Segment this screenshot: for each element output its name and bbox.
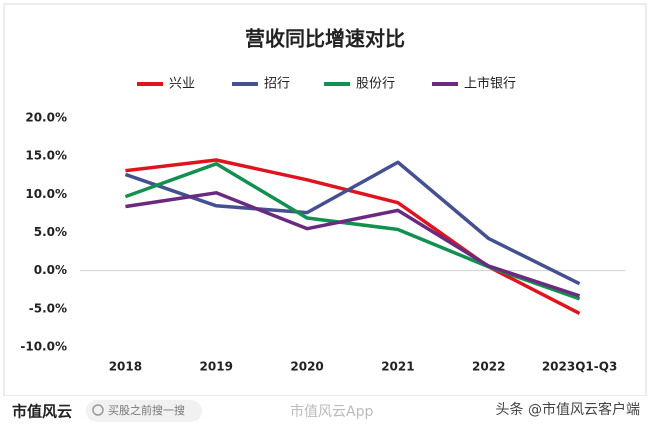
x-tick-label: 2020 (290, 360, 323, 374)
legend-label: 上市银行 (464, 76, 516, 92)
series-line (124, 160, 581, 286)
x-tick-label: 2019 (200, 360, 233, 374)
chart-title: 营收同比增速对比 (245, 27, 405, 51)
legend-label: 股份行 (356, 77, 395, 92)
legend-label: 招行 (264, 77, 290, 92)
y-tick-label: 0.0% (34, 263, 67, 277)
y-tick-label: 10.0% (25, 187, 67, 201)
footer-center: 市值风云App (290, 403, 373, 420)
series-line (125, 191, 581, 298)
x-tick-label: 2023Q1-Q3 (542, 360, 617, 374)
series-line (125, 158, 581, 315)
y-tick-label: 5.0% (34, 225, 67, 239)
legend-label: 兴业 (169, 77, 195, 92)
x-tick-label: 2021 (381, 360, 414, 374)
x-tick-label: 2018 (109, 360, 142, 374)
y-tick-label: -5.0% (29, 301, 67, 315)
x-tick-label: 2022 (472, 360, 505, 374)
y-tick-label: 20.0% (25, 111, 67, 125)
y-tick-label: -10.0% (20, 340, 67, 354)
search-icon (92, 404, 104, 416)
search-pill[interactable] (86, 400, 202, 422)
y-tick-label: 15.0% (25, 149, 67, 163)
footer-logo: 市值风云 (12, 403, 72, 421)
footer-search: 买股之前搜一搜 (108, 403, 185, 417)
footer-right: 头条 @市值风云客户端 (496, 401, 640, 418)
